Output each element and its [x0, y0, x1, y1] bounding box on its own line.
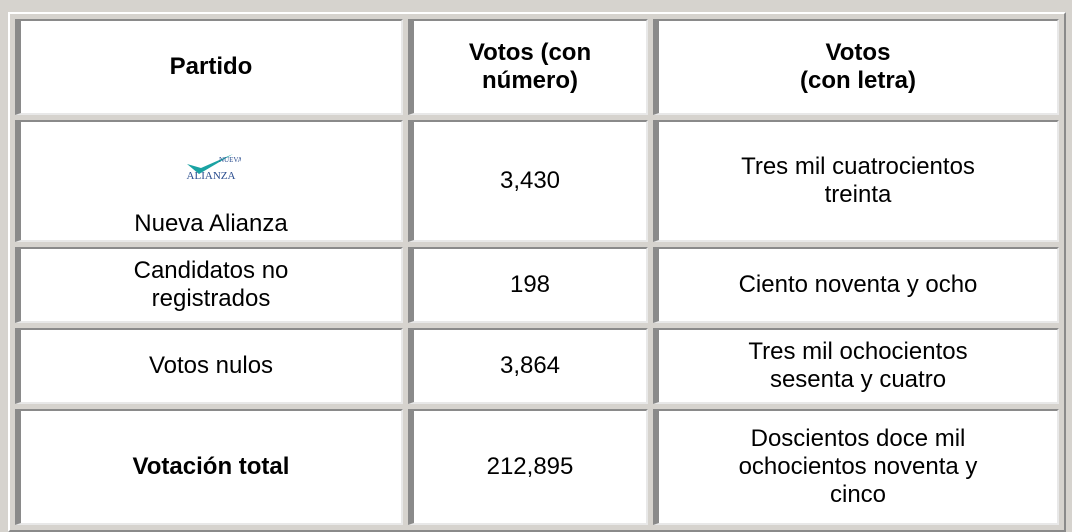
cell: NUEVA ALIANZA Nueva Alianza [15, 120, 403, 242]
cell: Votos nulos [15, 328, 403, 404]
header-cell: Partido [15, 19, 403, 115]
row: Votos nulos 3,864 Tres mil ochocientos s… [15, 328, 1059, 404]
header-row: Partido Votos (con número) Votos (con le… [15, 19, 1059, 115]
logo-text: ALIANZA [187, 170, 236, 182]
cell: Tres mil cuatrocientos treinta [653, 120, 1059, 242]
header-cell: Votos (con letra) [653, 19, 1059, 115]
cell: 198 [408, 247, 648, 323]
cell: 212,895 [408, 409, 648, 525]
row: Votación total 212,895 Doscientos doce m… [15, 409, 1059, 525]
logo-text: NUEVA [219, 156, 241, 164]
cell: Tres mil ochocientos sesenta y cuatro [653, 328, 1059, 404]
cell: Doscientos doce mil ochocientos noventa … [653, 409, 1059, 525]
page: Partido Votos (con número) Votos (con le… [8, 12, 1066, 532]
cell: Ciento noventa y ocho [653, 247, 1059, 323]
cell: 3,864 [408, 328, 648, 404]
cell: Candidatos no registrados [15, 247, 403, 323]
results-table: Partido Votos (con número) Votos (con le… [8, 12, 1066, 532]
row: NUEVA ALIANZA Nueva Alianza 3,430 Tres m… [15, 120, 1059, 242]
cell: Votación total [15, 409, 403, 525]
row: Candidatos no registrados 198 Ciento nov… [15, 247, 1059, 323]
cell: 3,430 [408, 120, 648, 242]
logo-check [187, 154, 233, 174]
cell-text: Nueva Alianza [134, 210, 288, 237]
party-logo: NUEVA ALIANZA [187, 154, 241, 182]
header-cell: Votos (con número) [408, 19, 648, 115]
